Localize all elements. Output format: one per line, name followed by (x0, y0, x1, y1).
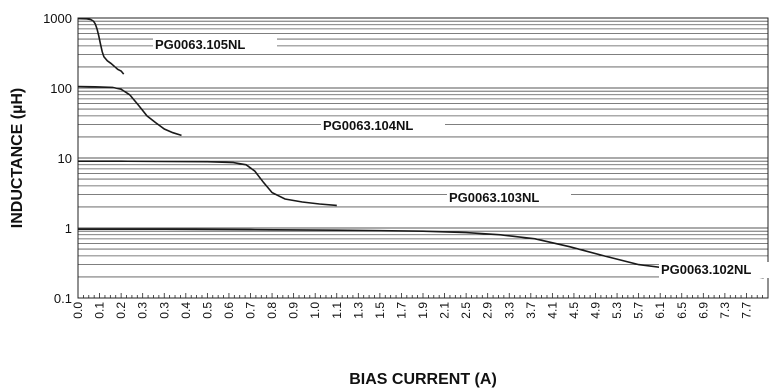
x-tick-label: 1.0 (308, 302, 322, 319)
series-labels: PG0063.105NL PG0063.104NL PG0063.103NL PG00… (153, 37, 781, 278)
series-line (77, 85, 182, 137)
x-tick-label: 1.7 (394, 302, 408, 319)
series-line (77, 17, 125, 75)
y-tick-label: 0.1 (54, 291, 72, 306)
x-tick-label: 4.1 (545, 302, 559, 319)
x-tick-label: 1.3 (351, 302, 365, 319)
x-axis-title: BIAS CURRENT (A) (349, 371, 497, 388)
series-label: PG0063.103NL (449, 190, 539, 205)
x-tick-label: 0.2 (114, 302, 128, 319)
x-tick-label: 0.6 (222, 302, 236, 319)
x-tick-label: 3.7 (524, 302, 538, 319)
x-tick-label: 0.8 (265, 302, 279, 319)
series-label-background (153, 37, 277, 53)
y-axis-title: INDUCTANCE (µH) (9, 88, 26, 228)
x-axis-ticks (77, 293, 769, 298)
x-tick-label: 5.3 (610, 302, 624, 319)
x-tick-label: 1.1 (330, 302, 344, 319)
x-tick-label: 2.1 (438, 302, 452, 319)
x-tick-label: 6.9 (696, 302, 710, 319)
x-tick-label: 1.9 (416, 302, 430, 319)
y-tick-label: 1 (65, 221, 72, 236)
x-tick-label: 6.1 (653, 302, 667, 319)
series-label: PG0063.104NL (323, 118, 413, 133)
x-tick-label: 0.3 (136, 302, 150, 319)
x-tick-label: 1.5 (373, 302, 387, 319)
y-tick-label: 100 (50, 81, 72, 96)
series-label: PG0063.102NL (661, 262, 751, 277)
x-axis-tick-labels: 0.0 0.1 0.2 0.3 0.3 0.4 0.5 0.6 0.7 0.8 0.9 1.0 1.1 1… (71, 302, 753, 319)
x-tick-label: 2.5 (459, 302, 473, 319)
x-tick-label: 0.3 (157, 302, 171, 319)
x-tick-label: 4.9 (589, 302, 603, 319)
x-tick-label: 7.7 (739, 302, 753, 319)
grid-lines (78, 20, 768, 299)
x-tick-label: 6.5 (675, 302, 689, 319)
x-tick-label: 0.7 (244, 302, 258, 319)
x-tick-label: 0.1 (93, 302, 107, 319)
series-label-background (321, 118, 445, 134)
series-label-background (447, 190, 571, 206)
x-tick-label: 5.7 (632, 302, 646, 319)
x-tick-label: 0.0 (71, 302, 85, 319)
series-label-background (659, 262, 781, 278)
x-tick-label: 0.9 (287, 302, 301, 319)
x-tick-label: 7.3 (718, 302, 732, 319)
x-tick-label: 3.3 (502, 302, 516, 319)
x-tick-label: 0.4 (179, 302, 193, 319)
x-tick-label: 2.9 (481, 302, 495, 319)
y-axis-tick-labels: 0.1 1 10 100 1000 (43, 11, 72, 306)
y-tick-label: 1000 (43, 11, 72, 26)
series-line (78, 160, 337, 207)
x-tick-label: 0.5 (200, 302, 214, 319)
x-tick-label: 4.5 (567, 302, 581, 319)
plot-frame (77, 17, 769, 299)
y-tick-label: 10 (58, 151, 72, 166)
series-label: PG0063.105NL (155, 37, 245, 52)
